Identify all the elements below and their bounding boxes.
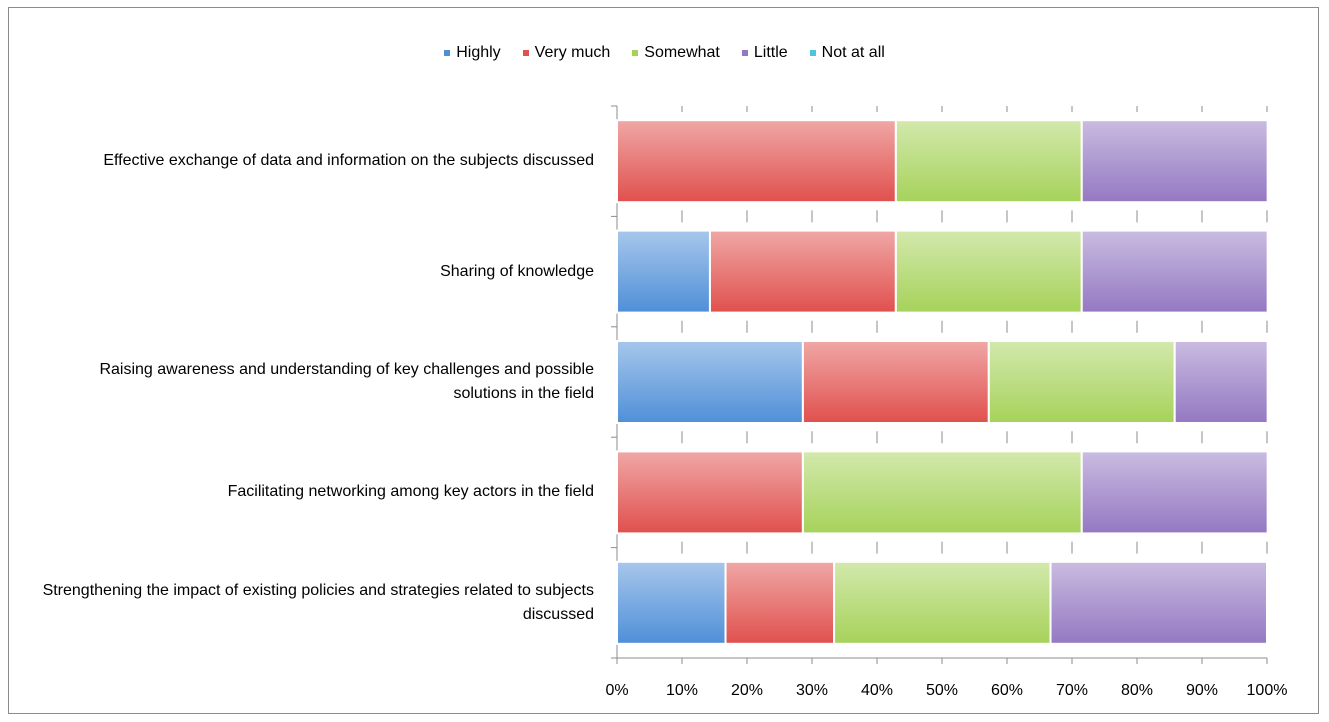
- legend-label: Highly: [456, 44, 501, 61]
- legend-item: Somewhat: [632, 44, 720, 62]
- legend-swatch: [741, 50, 748, 56]
- bar-segment: [616, 340, 804, 424]
- category-label: Strengthening the impact of existing pol…: [42, 581, 594, 623]
- x-tick-label: 70%: [1056, 682, 1088, 699]
- bar-segment: [616, 560, 727, 645]
- bar-segment: [616, 450, 804, 535]
- legend-swatch: [522, 50, 529, 56]
- legend-item: Very much: [522, 44, 611, 62]
- x-tick-label: 80%: [1121, 682, 1153, 699]
- chart-frame: [8, 7, 1319, 714]
- bar-segment: [833, 560, 1052, 645]
- legend-label: Very much: [534, 44, 611, 61]
- category-label: Raising awareness and understanding of k…: [99, 361, 594, 402]
- category-label: Effective exchange of data and informati…: [103, 152, 594, 170]
- bar-segment: [1049, 560, 1269, 645]
- x-tick-label: 90%: [1186, 682, 1218, 699]
- bar-segment: [894, 229, 1083, 314]
- x-tick-label: 40%: [861, 682, 893, 699]
- bar-segment: [801, 340, 990, 424]
- bar-segment: [987, 340, 1176, 424]
- x-tick-label: 20%: [731, 682, 763, 699]
- category-label: Facilitating networking among key actors…: [227, 483, 594, 501]
- legend-item: Highly: [444, 44, 501, 62]
- legend-swatch: [809, 50, 816, 56]
- bar-segment: [724, 560, 836, 645]
- bar-segment: [1080, 450, 1269, 535]
- x-tick-label: 60%: [991, 682, 1023, 699]
- legend: Highly Very much Somewhat Little Not at all: [0, 44, 1329, 62]
- bar-segment: [616, 119, 897, 204]
- legend-label: Somewhat: [644, 44, 720, 61]
- legend-label: Not at all: [821, 44, 885, 61]
- x-tick-label: 10%: [666, 682, 698, 699]
- bar-segment: [616, 229, 711, 314]
- x-tick-label: 0%: [605, 682, 628, 699]
- x-tick-label: 50%: [926, 682, 958, 699]
- legend-item: Little: [741, 44, 788, 62]
- legend-swatch: [444, 50, 451, 56]
- bar-segment: [708, 229, 897, 314]
- x-tick-label: 30%: [796, 682, 828, 699]
- bar-segment: [801, 450, 1083, 535]
- bar-segment: [894, 119, 1083, 204]
- legend-swatch: [632, 50, 639, 56]
- category-label: Sharing of knowledge: [440, 262, 594, 280]
- legend-item: Not at all: [809, 44, 885, 62]
- bar-segment: [1080, 119, 1269, 204]
- legend-label: Little: [753, 44, 788, 61]
- bar-segment: [1080, 229, 1269, 314]
- bar-segment: [1173, 340, 1269, 424]
- x-tick-label: 100%: [1247, 682, 1288, 699]
